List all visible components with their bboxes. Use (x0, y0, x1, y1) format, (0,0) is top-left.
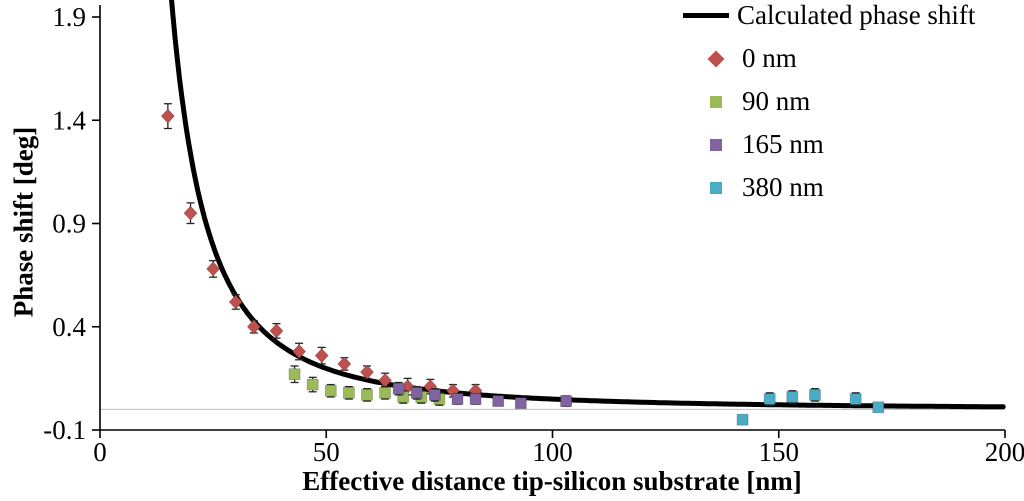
x-tick-label: 100 (532, 437, 573, 467)
data-point-90nm (342, 386, 355, 399)
y-tick-label: 1.4 (52, 105, 86, 135)
x-tick-label: 150 (759, 437, 800, 467)
y-tick-label: 1.9 (52, 2, 86, 32)
data-point-90nm (361, 388, 373, 401)
x-tick-label: 200 (985, 437, 1024, 467)
data-point-0nm (228, 294, 243, 310)
x-tick-label: 50 (313, 437, 340, 467)
legend-label-0nm: 0 nm (742, 43, 797, 73)
data-point-0nm (292, 343, 307, 360)
y-tick-label: 0.4 (52, 312, 86, 342)
data-point-165nm (492, 395, 505, 407)
data-point-0nm (183, 205, 198, 221)
x-tick-label: 0 (93, 437, 107, 467)
data-point-165nm (514, 397, 527, 410)
data-point-0nm (359, 364, 375, 380)
data-point-0nm (337, 356, 352, 372)
data-point-90nm (379, 386, 391, 399)
legend-label-380nm: 380 nm (742, 172, 824, 202)
y-tick-label: -0.1 (43, 415, 86, 445)
y-tick-label: 0.9 (52, 209, 86, 239)
calculated-phase-shift-curve (169, 0, 1006, 410)
data-point-0nm (269, 323, 284, 339)
legend-label-90nm: 90 nm (742, 86, 811, 116)
data-point-90nm (324, 384, 337, 397)
data-point-165nm (410, 386, 423, 399)
data-point-380nm (849, 393, 862, 405)
data-point-165nm (469, 393, 482, 405)
legend-diamond-marker-0nm (707, 50, 725, 67)
legend-square-marker-380nm (710, 181, 722, 194)
data-point-380nm (809, 388, 821, 401)
data-point-380nm (872, 401, 885, 414)
legend-label-165nm: 165 nm (742, 129, 824, 159)
y-axis-title: Phase shift [deg] (8, 126, 39, 318)
data-point-380nm (786, 391, 799, 403)
data-point-165nm (451, 393, 464, 405)
data-point-165nm (428, 388, 441, 401)
data-point-380nm (763, 393, 776, 405)
data-point-0nm (206, 261, 221, 277)
legend: Calculated phase shift 0 nm 90 nm 165 nm… (683, 0, 975, 209)
legend-item-90nm: 90 nm (683, 80, 975, 123)
legend-line-swatch (683, 13, 729, 18)
legend-item-0nm: 0 nm (683, 37, 975, 80)
legend-square-marker-165nm (710, 138, 722, 151)
legend-square-marker-90nm (710, 95, 722, 108)
legend-item-calculated: Calculated phase shift (683, 0, 975, 37)
legend-label-calculated: Calculated phase shift (737, 0, 976, 30)
data-point-0nm (246, 319, 261, 335)
data-point-380nm (736, 413, 749, 426)
legend-item-165nm: 165 nm (683, 123, 975, 166)
data-point-90nm (306, 378, 319, 391)
x-axis-title: Effective distance tip-silicon substrate… (302, 466, 802, 496)
data-point-165nm (392, 382, 405, 395)
data-point-0nm (314, 348, 329, 364)
data-point-90nm (288, 368, 301, 381)
data-point-165nm (560, 395, 572, 407)
data-point-0nm (160, 108, 175, 124)
legend-item-380nm: 380 nm (683, 166, 975, 209)
